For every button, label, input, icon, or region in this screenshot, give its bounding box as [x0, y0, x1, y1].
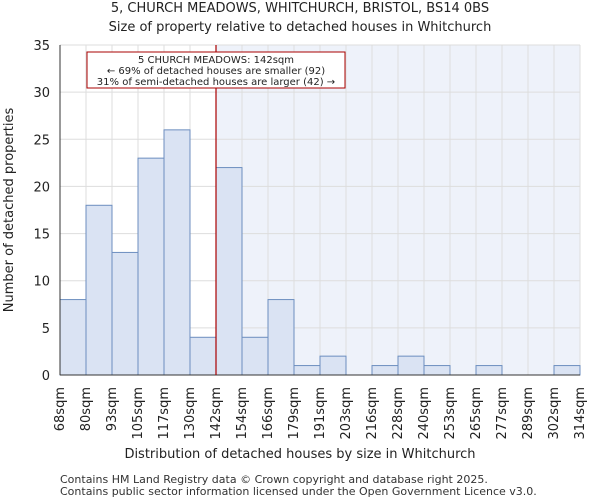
histogram-bar	[59, 299, 87, 376]
x-tick-label: 142sqm	[209, 387, 224, 440]
chart-title: 5, CHURCH MEADOWS, WHITCHURCH, BRISTOL, …	[111, 1, 489, 16]
histogram-bar	[319, 355, 347, 376]
annotation-box	[86, 51, 346, 89]
x-tick-label: 302sqm	[547, 387, 562, 440]
x-tick-label: 203sqm	[339, 387, 354, 440]
histogram-bar	[475, 365, 503, 376]
y-tick-label: 20	[33, 180, 50, 195]
x-tick-label: 130sqm	[183, 387, 198, 440]
histogram-bar	[371, 365, 399, 376]
x-tick-label: 191sqm	[313, 387, 328, 440]
y-tick-label: 5	[42, 322, 50, 337]
histogram-bar	[553, 365, 581, 376]
x-tick-label: 289sqm	[521, 387, 536, 440]
x-tick-label: 240sqm	[417, 387, 432, 440]
footer-licence: Contains public sector information licen…	[60, 485, 537, 498]
y-tick-label: 30	[33, 86, 50, 101]
histogram-bar	[189, 336, 217, 376]
plot-area: 0 5 10 15 20 25 30 35 68sqm 80sqm 93sqm 105sqm 117sq…	[33, 39, 588, 440]
histogram-bar	[267, 299, 295, 376]
x-tick-label: 179sqm	[287, 387, 302, 440]
chart-subtitle: Size of property relative to detached ho…	[109, 20, 492, 35]
histogram-bar	[423, 365, 451, 376]
histogram-bar	[137, 157, 165, 376]
y-tick-label: 0	[42, 369, 50, 384]
x-tick-label: 93sqm	[105, 387, 120, 431]
y-tick-label: 15	[33, 228, 50, 243]
x-tick-label: 154sqm	[235, 387, 250, 440]
x-tick-label: 68sqm	[53, 387, 68, 431]
histogram-bar	[111, 251, 139, 376]
x-tick-label: 228sqm	[391, 387, 406, 440]
histogram-bar	[215, 167, 243, 376]
histogram-bar	[293, 365, 321, 376]
histogram-bar	[163, 129, 191, 376]
x-tick-label: 105sqm	[131, 387, 146, 440]
x-tick-label: 216sqm	[365, 387, 380, 440]
x-tick-label: 117sqm	[157, 387, 172, 440]
y-axis-label: Number of detached properties	[2, 108, 17, 313]
y-tick-label: 25	[33, 133, 50, 148]
y-tick-label: 10	[33, 275, 50, 290]
histogram-bar	[85, 204, 113, 376]
footer-copyright: Contains HM Land Registry data © Crown c…	[60, 473, 488, 486]
y-tick-label: 35	[33, 39, 50, 54]
x-tick-label: 277sqm	[495, 387, 510, 440]
annotation-line-2: ← 69% of detached houses are smaller (92…	[107, 66, 325, 77]
x-tick-label: 80sqm	[79, 387, 94, 431]
x-tick-label: 265sqm	[469, 387, 484, 440]
x-tick-label: 253sqm	[443, 387, 458, 440]
x-tick-label: 166sqm	[261, 387, 276, 440]
histogram-bar	[241, 336, 269, 376]
x-axis-label: Distribution of detached houses by size …	[124, 447, 475, 462]
annotation-line-3: 31% of semi-detached houses are larger (…	[97, 77, 335, 88]
histogram-bar	[397, 355, 425, 376]
x-tick-label: 314sqm	[573, 387, 588, 440]
annotation-line-1: 5 CHURCH MEADOWS: 142sqm	[138, 55, 294, 66]
